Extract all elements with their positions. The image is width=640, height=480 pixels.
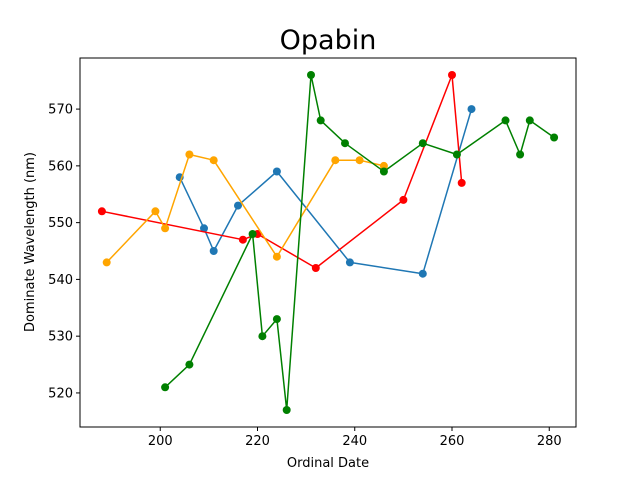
y-tick-label-520: 520: [48, 386, 73, 401]
x-tick-label-220: 220: [245, 434, 270, 449]
x-tick-label-280: 280: [537, 434, 562, 449]
series-1-point-8: [467, 105, 476, 114]
series-2-point-1: [97, 207, 106, 216]
series-1-point-3: [209, 247, 218, 255]
series-4-point-7: [307, 71, 315, 79]
x-tick-label-260: 260: [440, 434, 465, 449]
y-axis-ticks: 520 530 540 550 560 570: [48, 103, 80, 401]
series-4-line: [164, 74, 555, 411]
plot-frame: [79, 57, 577, 428]
series-4-point-1: [161, 383, 170, 392]
series-2-point-6: [448, 71, 456, 79]
series-layer: [97, 71, 559, 414]
series-2-point-2: [238, 235, 247, 244]
y-tick-label-570: 570: [48, 103, 73, 118]
series-3-point-6: [272, 252, 281, 261]
series-4-point-11: [418, 139, 427, 148]
x-tick-label-240: 240: [342, 434, 367, 449]
series-1-point-6: [345, 258, 354, 267]
series-3-point-5: [209, 156, 218, 165]
series-4-point-5: [272, 315, 281, 324]
series-2-point-5: [399, 195, 408, 204]
chart-title: Opabin: [280, 25, 377, 56]
y-tick-label-550: 550: [48, 216, 73, 231]
series-4-point-6: [282, 406, 291, 414]
series-3-point-9: [379, 161, 388, 170]
series-4-point-10: [379, 167, 388, 176]
x-axis-label: Ordinal Date: [287, 456, 369, 471]
series-4-point-12: [452, 150, 461, 159]
series-1-point-4: [234, 201, 242, 210]
series-3-point-3: [161, 224, 170, 233]
series-3-point-7: [331, 156, 340, 165]
x-tick-label-200: 200: [148, 434, 173, 449]
series-2-point-7: [457, 178, 466, 187]
series-4-point-8: [316, 116, 325, 125]
series-4-point-15: [525, 116, 534, 125]
series-2: [97, 71, 466, 272]
series-4-point-2: [185, 360, 194, 369]
series-3-point-1: [102, 258, 111, 267]
series-4-point-16: [550, 133, 559, 142]
series-3-point-8: [355, 156, 364, 165]
series-1-point-2: [200, 224, 208, 233]
series-4-point-4: [258, 332, 267, 341]
series-3-point-2: [151, 207, 160, 216]
series-1-point-5: [272, 167, 281, 176]
series-4-point-14: [516, 150, 525, 159]
series-4-point-3: [248, 230, 257, 238]
x-axis-ticks: 200 220 240 260 280: [148, 427, 562, 449]
series-4: [161, 71, 559, 414]
series-3: [102, 150, 388, 267]
series-3-point-4: [185, 150, 194, 159]
series-4-point-9: [341, 139, 349, 148]
y-tick-label-560: 560: [48, 159, 73, 174]
series-1-point-7: [418, 269, 427, 278]
y-axis-label: Dominate Wavelength (nm): [23, 152, 38, 332]
series-4-point-13: [501, 116, 510, 125]
y-tick-label-540: 540: [48, 273, 73, 288]
y-tick-label-530: 530: [48, 330, 73, 345]
series-2-point-4: [311, 264, 320, 272]
